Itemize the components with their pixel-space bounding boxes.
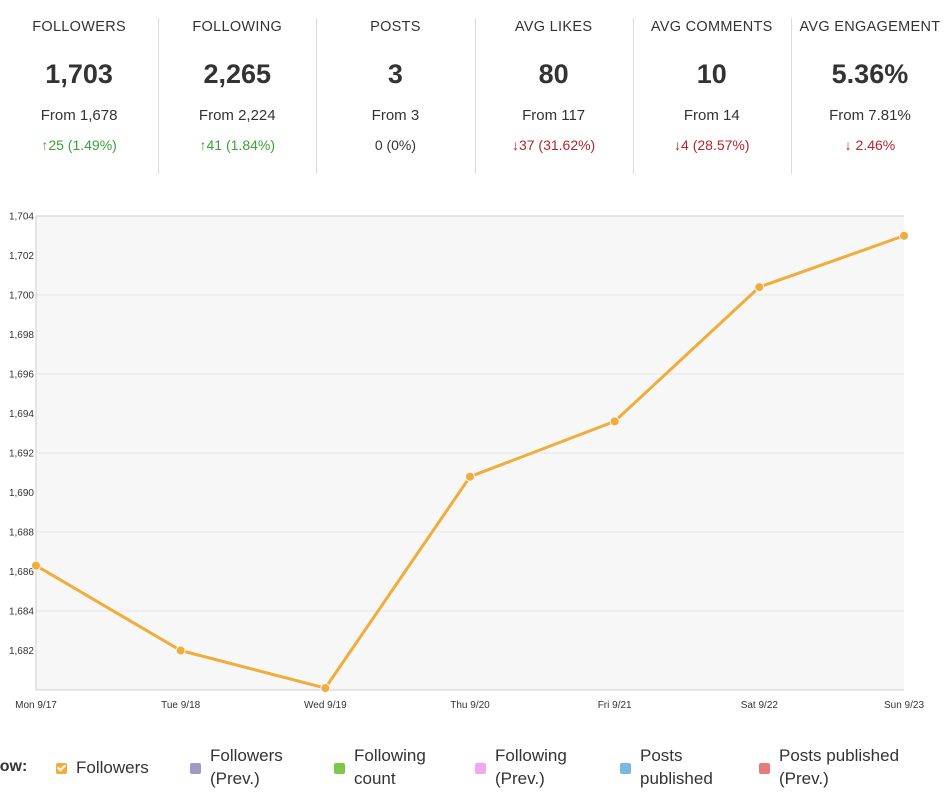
x-tick-label: Sun 9/23 xyxy=(884,700,924,711)
legend-item-label: Followers (Prev.) xyxy=(210,746,283,788)
stat-from: From 1,678 xyxy=(40,107,118,124)
y-tick-label: 1,690 xyxy=(9,488,34,499)
x-tick-label: Sat 9/22 xyxy=(741,700,779,711)
legend-item-following-prev[interactable]: Following (Prev.) xyxy=(475,744,587,790)
stat-label: FOLLOWERS xyxy=(32,19,126,35)
checkbox-icon[interactable] xyxy=(620,763,631,774)
stat-change: 0 (0%) xyxy=(374,137,417,153)
stat-from: From 14 xyxy=(683,107,740,124)
y-tick-label: 1,696 xyxy=(9,370,34,381)
stat-avg-engagement: AVG ENGAGEMENT 5.36% From 7.81% ↓ 2.46% xyxy=(790,0,949,175)
stat-change: ↑25 (1.49%) xyxy=(41,137,117,153)
stat-avg-comments: AVG COMMENTS 10 From 14 ↓4 (28.57%) xyxy=(632,0,791,175)
legend-item-followers-prev[interactable]: Followers (Prev.) xyxy=(190,744,302,790)
chart-legend: how: Followers Followers (Prev.) Followi… xyxy=(0,744,949,800)
y-tick-label: 1,704 xyxy=(9,212,34,223)
stat-from: From 7.81% xyxy=(829,107,911,124)
checkbox-icon[interactable] xyxy=(475,763,486,774)
stat-value: 5.36% xyxy=(831,59,909,89)
data-point xyxy=(609,416,620,427)
stat-from: From 117 xyxy=(522,107,586,124)
legend-item-following-count[interactable]: Following count xyxy=(334,744,446,790)
y-tick-label: 1,688 xyxy=(9,528,34,539)
y-tick-label: 1,684 xyxy=(9,607,34,618)
stats-row: FOLLOWERS 1,703 From 1,678 ↑25 (1.49%) F… xyxy=(0,0,949,175)
y-tick-label: 1,700 xyxy=(9,291,34,302)
legend-item-label: Following (Prev.) xyxy=(495,746,567,788)
data-point xyxy=(31,560,41,571)
legend-item-posts-published[interactable]: Posts published xyxy=(620,744,732,790)
y-tick-label: 1,686 xyxy=(9,567,34,578)
legend-item-label: Followers xyxy=(76,758,149,777)
y-tick-label: 1,682 xyxy=(9,646,34,657)
legend-item-label: Posts published (Prev.) xyxy=(779,746,900,788)
checkbox-icon[interactable] xyxy=(759,763,770,774)
stat-label: AVG ENGAGEMENT xyxy=(799,19,941,35)
y-tick-label: 1,692 xyxy=(9,449,34,460)
legend-item-label: Posts published xyxy=(640,746,713,788)
checkbox-checked-icon[interactable] xyxy=(56,763,67,774)
stat-value: 3 xyxy=(387,59,403,89)
x-tick-label: Tue 9/18 xyxy=(161,700,201,711)
stat-value: 10 xyxy=(696,59,727,89)
stat-change: ↓4 (28.57%) xyxy=(674,137,750,153)
stat-from: From 3 xyxy=(371,107,420,124)
stat-followers: FOLLOWERS 1,703 From 1,678 ↑25 (1.49%) xyxy=(0,0,158,175)
x-tick-label: Thu 9/20 xyxy=(450,700,490,711)
stat-value: 2,265 xyxy=(203,59,272,89)
data-point xyxy=(899,230,909,241)
stat-change: ↓ 2.46% xyxy=(844,137,896,153)
legend-item-posts-published-prev[interactable]: Posts published (Prev.) xyxy=(759,744,929,790)
data-point xyxy=(175,645,186,656)
x-tick-label: Fri 9/21 xyxy=(598,700,632,711)
stat-avg-likes: AVG LIKES 80 From 117 ↓37 (31.62%) xyxy=(474,0,633,175)
x-tick-label: Wed 9/19 xyxy=(304,700,347,711)
checkbox-icon[interactable] xyxy=(334,763,345,774)
stat-posts: POSTS 3 From 3 0 (0%) xyxy=(316,0,474,175)
stat-change: ↑41 (1.84%) xyxy=(199,137,275,153)
y-tick-label: 1,698 xyxy=(9,330,34,341)
legend-show-label: how: xyxy=(0,758,28,775)
stat-label: AVG COMMENTS xyxy=(650,19,773,35)
stat-label: FOLLOWING xyxy=(192,19,283,35)
x-tick-label: Mon 9/17 xyxy=(15,700,57,711)
stat-value: 80 xyxy=(538,59,569,89)
stat-from: From 2,224 xyxy=(198,107,276,124)
legend-item-label: Following count xyxy=(354,746,426,788)
legend-item-followers[interactable]: Followers xyxy=(56,744,176,779)
data-point xyxy=(754,282,765,293)
y-tick-label: 1,702 xyxy=(9,251,34,262)
stat-label: POSTS xyxy=(370,19,421,35)
data-point xyxy=(465,471,475,482)
stat-label: AVG LIKES xyxy=(514,19,593,35)
data-point xyxy=(320,683,331,694)
y-tick-label: 1,694 xyxy=(9,409,34,420)
checkbox-icon[interactable] xyxy=(190,763,201,774)
followers-line-chart: 1,682 1,684 1,686 1,688 1,690 1,692 1,694 1,696… xyxy=(9,212,924,712)
stat-following: FOLLOWING 2,265 From 2,224 ↑41 (1.84%) xyxy=(158,0,316,175)
stat-value: 1,703 xyxy=(45,59,113,89)
stat-change: ↓37 (31.62%) xyxy=(511,137,596,153)
